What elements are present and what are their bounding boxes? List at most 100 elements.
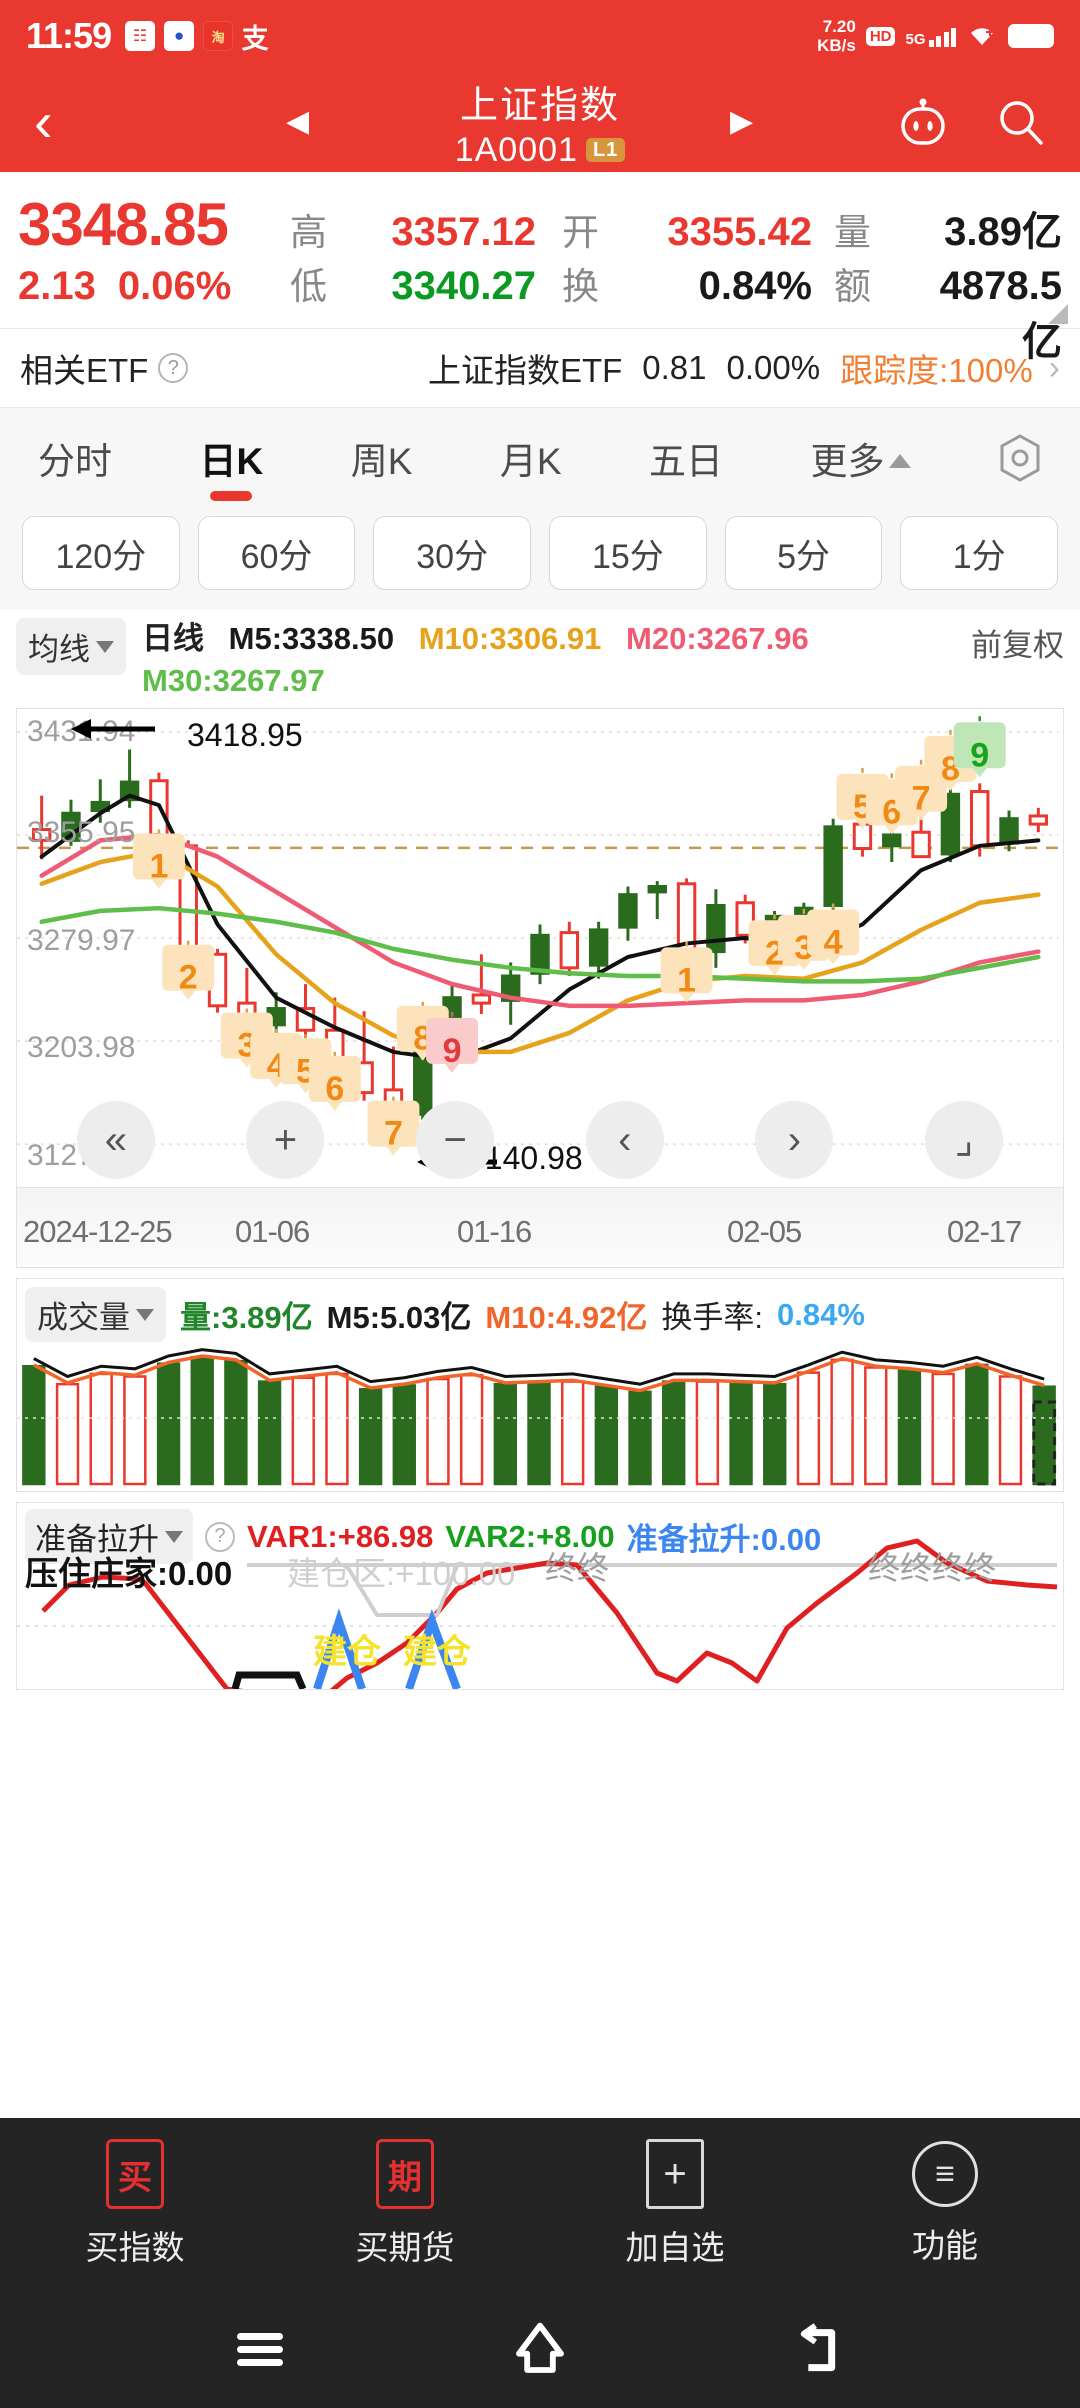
period-tabs: 分时 日K 周K 月K 五日 更多	[0, 422, 1080, 494]
turnover-rate-label: 换手率:	[661, 1300, 763, 1335]
change-value: 2.13	[18, 264, 96, 308]
caret-down-icon	[165, 1530, 183, 1543]
chip-5m[interactable]: 5分	[724, 516, 883, 590]
nav-functions[interactable]: ≡ 功能	[810, 2141, 1080, 2267]
indicator-selector[interactable]: 准备拉升	[25, 1509, 193, 1564]
quote-row-1: 3348.85 高 3357.12 开 3355.42 量 3.89亿	[18, 190, 1062, 258]
home-icon[interactable]	[505, 2314, 575, 2384]
question-mark-icon[interactable]: ?	[205, 1521, 235, 1552]
signal-bars-icon	[928, 25, 956, 47]
tab-week-k[interactable]: 周K	[350, 441, 413, 482]
ma-values: 日线 M5:3338.50 M10:3306.91 M20:3267.96 M3…	[142, 618, 971, 702]
chip-1m[interactable]: 1分	[900, 516, 1059, 590]
expand-corner-icon[interactable]	[1048, 304, 1068, 324]
volume-legend: 成交量 量:3.89亿 M5:5.03亿 M10:4.92亿 换手率: 0.84%	[17, 1279, 1063, 1344]
next-triangle-icon[interactable]: ▶	[730, 105, 754, 138]
divider	[0, 328, 1080, 329]
low-label: 低	[290, 266, 327, 307]
tab-fenshi[interactable]: 分时	[38, 441, 112, 482]
etf-price: 0.81	[642, 349, 707, 386]
svg-text:终终: 终终	[545, 1550, 609, 1586]
x-tick-3: 02-05	[727, 1214, 802, 1249]
ma-selector[interactable]: 均线	[16, 618, 126, 675]
alipay-icon: 支	[241, 23, 269, 54]
fullscreen-icon[interactable]: ⌟	[925, 1101, 1004, 1179]
status-right-icons: 7.20 KB/s HD 5G	[817, 17, 1054, 55]
open-value: 3355.42	[667, 210, 812, 254]
scroll-right-icon[interactable]: ›	[755, 1101, 834, 1179]
nav-buy-futures[interactable]: 期 买期货	[270, 2139, 540, 2269]
buy-futures-icon: 期	[376, 2139, 434, 2209]
ma-selector-label: 均线	[28, 632, 90, 667]
chart-controls: « + − ‹ › ⌟	[17, 1101, 1063, 1179]
question-mark-icon[interactable]: ?	[158, 353, 189, 383]
chart-high-annotation: 3418.95	[187, 717, 303, 753]
network-speed-unit: KB/s	[817, 36, 856, 55]
svg-text:7: 7	[912, 780, 931, 818]
svg-text:9: 9	[443, 1032, 462, 1070]
volume-chart[interactable]: 成交量 量:3.89亿 M5:5.03亿 M10:4.92亿 换手率: 0.84%	[16, 1278, 1064, 1492]
adjust-type[interactable]: 前复权	[971, 628, 1064, 663]
related-etf-row[interactable]: 相关ETF ? 上证指数ETF 0.81 0.00% 跟踪度:100% ›	[0, 329, 1080, 407]
open-label: 开	[562, 212, 599, 253]
wifi-icon	[971, 28, 994, 45]
high-label: 高	[290, 212, 327, 253]
functions-icon: ≡	[912, 2141, 978, 2207]
recents-menu-icon[interactable]	[225, 2314, 295, 2384]
chevron-right-icon[interactable]: ›	[1048, 348, 1060, 387]
svg-text:终终终终: 终终终终	[868, 1550, 996, 1586]
change-percent: 0.06%	[117, 264, 232, 308]
indicator-var1: VAR1:+86.98	[247, 1518, 434, 1554]
high-value: 3357.12	[391, 210, 536, 254]
chip-15m[interactable]: 15分	[549, 516, 707, 590]
android-nav-bar	[0, 2290, 1080, 2408]
ma-m20: M20:3267.96	[626, 621, 809, 656]
svg-text:6: 6	[325, 1070, 344, 1108]
zoom-in-icon[interactable]: +	[246, 1101, 325, 1179]
svg-text:7: 7	[384, 1115, 403, 1153]
related-etf-label: 相关ETF	[20, 352, 149, 389]
add-watchlist-icon: +	[646, 2139, 704, 2209]
svg-text:9: 9	[970, 736, 989, 774]
taobao-icon: 淘	[203, 21, 234, 51]
volume-selector[interactable]: 成交量	[25, 1287, 166, 1342]
stock-code-text: 1A0001	[454, 131, 578, 169]
nav-add-watchlist-label: 加自选	[625, 2229, 725, 2266]
back-nav-icon[interactable]	[785, 2314, 855, 2384]
chip-30m[interactable]: 30分	[373, 516, 532, 590]
indicator-chart[interactable]: 准备拉升 ? VAR1:+86.98 VAR2:+8.00 准备拉升:0.00 …	[16, 1502, 1064, 1690]
tab-month-k[interactable]: 月K	[499, 441, 562, 482]
etf-tracking: 跟踪度:100%	[840, 352, 1033, 389]
low-value: 3340.27	[391, 264, 536, 308]
robot-assistant-icon[interactable]	[896, 95, 950, 149]
turnover-value: 0.84%	[698, 264, 812, 308]
nav-add-watchlist[interactable]: + 加自选	[540, 2139, 810, 2269]
tab-more[interactable]: 更多	[807, 431, 915, 485]
chip-60m[interactable]: 60分	[197, 516, 356, 590]
volume-canvas	[17, 1348, 1061, 1486]
quote-row-2: 2.13 0.06% 低 3340.27 换 0.84% 额 4878.5亿	[18, 256, 1062, 364]
rewind-icon[interactable]: «	[76, 1101, 155, 1179]
tab-five-day[interactable]: 五日	[649, 441, 724, 482]
prev-triangle-icon[interactable]: ◀	[286, 105, 310, 138]
nav-buy-index[interactable]: 买 买指数	[0, 2139, 270, 2269]
turnover-rate-value: 0.84%	[777, 1296, 865, 1332]
chip-120m[interactable]: 120分	[22, 516, 180, 590]
svg-text:建仓: 建仓	[313, 1633, 382, 1671]
indicator-main: 准备拉升:0.00	[626, 1522, 822, 1557]
ma-m5: M5:3338.50	[228, 621, 395, 656]
zoom-out-icon[interactable]: −	[416, 1101, 495, 1179]
tab-more-label: 更多	[810, 441, 885, 482]
back-chevron-icon[interactable]: ‹	[34, 90, 53, 153]
ma-legend: 均线 日线 M5:3338.50 M10:3306.91 M20:3267.96…	[0, 610, 1080, 708]
search-icon[interactable]	[996, 97, 1046, 147]
etf-change: 0.00%	[726, 349, 821, 386]
status-left-icons: ☷ ● 淘 支	[125, 21, 269, 54]
scroll-left-icon[interactable]: ‹	[585, 1101, 664, 1179]
tab-day-k[interactable]: 日K	[195, 431, 267, 485]
volume-selector-label: 成交量	[37, 1300, 130, 1335]
etf-detail: 上证指数ETF 0.81 0.00% 跟踪度:100%	[428, 344, 1033, 392]
target-settings-icon[interactable]	[994, 432, 1046, 484]
